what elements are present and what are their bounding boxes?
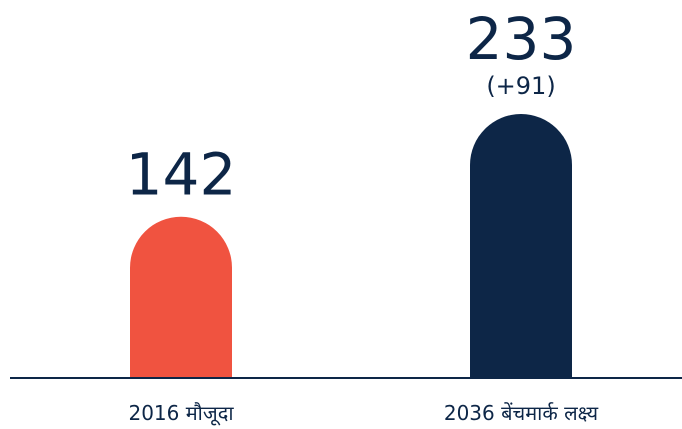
value-label: 142	[126, 141, 237, 209]
x-tick-label: 2036 बेंचमार्क लक्ष्य	[444, 401, 599, 425]
x-tick-label: 2016 मौजूदा	[128, 401, 234, 426]
bar	[130, 216, 232, 377]
annotation: (+91)	[486, 72, 555, 100]
value-label: 233	[466, 5, 577, 73]
bar	[470, 114, 572, 377]
